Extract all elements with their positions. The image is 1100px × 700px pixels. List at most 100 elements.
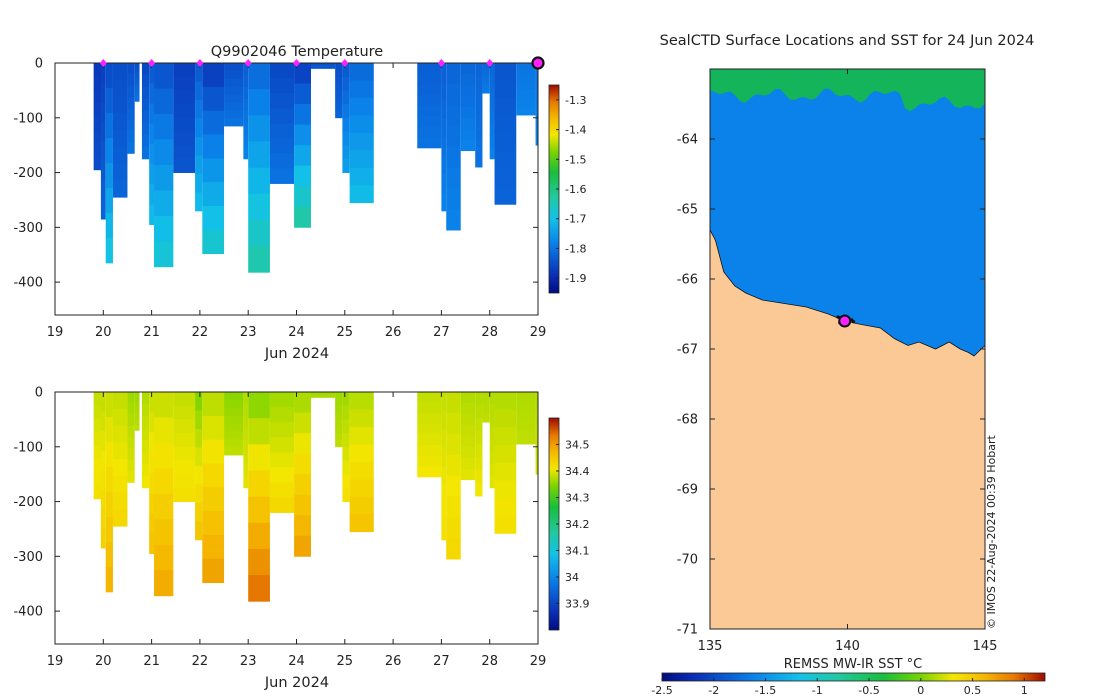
profile-cell bbox=[195, 521, 203, 541]
profile-cell bbox=[105, 137, 113, 164]
profile-cell bbox=[446, 104, 461, 127]
profile-cell bbox=[154, 164, 174, 191]
profile-cell bbox=[535, 463, 538, 475]
profile-cell bbox=[105, 162, 113, 189]
profile-cell bbox=[224, 431, 244, 440]
profile-cell bbox=[482, 63, 490, 68]
profile-cell bbox=[154, 63, 174, 89]
profile-cell bbox=[93, 129, 104, 144]
profile-cell bbox=[134, 420, 140, 426]
profile-cell bbox=[243, 110, 249, 124]
profile-cell bbox=[173, 158, 196, 173]
profile-cell bbox=[441, 484, 447, 504]
profile-cell bbox=[105, 237, 113, 264]
profile-cell bbox=[441, 392, 447, 411]
profile-marker bbox=[244, 59, 252, 67]
profile-cell bbox=[460, 84, 476, 97]
profile-cell bbox=[127, 130, 135, 143]
profile-cell bbox=[173, 63, 196, 78]
profile-cell bbox=[202, 182, 225, 207]
profile-cell bbox=[349, 115, 374, 134]
profile-cell bbox=[112, 180, 128, 198]
profile-cell bbox=[269, 153, 295, 169]
profile-cell bbox=[141, 86, 150, 100]
profile-cell bbox=[489, 122, 495, 136]
profile-cell bbox=[93, 116, 104, 131]
profile-column bbox=[269, 63, 295, 184]
profile-cell bbox=[294, 206, 311, 228]
profile-cell bbox=[482, 392, 490, 397]
y-tick-label: -200 bbox=[13, 166, 43, 181]
colorbar-tick-label: -1.6 bbox=[565, 183, 586, 196]
profile-cell bbox=[154, 417, 174, 444]
profile-cell bbox=[149, 493, 155, 514]
profile-cell bbox=[460, 392, 476, 404]
profile-cell bbox=[294, 186, 311, 208]
profile-cell bbox=[294, 535, 311, 557]
profile-cell bbox=[310, 65, 336, 67]
profile-cell bbox=[489, 403, 495, 417]
profile-cell bbox=[93, 63, 104, 77]
profile-cell bbox=[93, 458, 104, 473]
profile-cell bbox=[482, 395, 490, 400]
profile-cell bbox=[516, 89, 536, 96]
profile-cell bbox=[310, 67, 336, 69]
profile-cell bbox=[173, 487, 196, 502]
profile-cell bbox=[134, 396, 140, 402]
profile-cell bbox=[441, 502, 447, 522]
profile-cell bbox=[149, 472, 155, 494]
profile-cell bbox=[173, 433, 196, 448]
profile-cell bbox=[154, 215, 174, 242]
profile-cell bbox=[446, 188, 461, 210]
profile-cell bbox=[342, 104, 350, 119]
profile-cell bbox=[342, 76, 350, 91]
profile-cell bbox=[195, 502, 203, 522]
profile-marker bbox=[437, 59, 445, 67]
current-position-marker bbox=[531, 56, 545, 70]
profile-column bbox=[535, 392, 538, 475]
profile-cell bbox=[310, 394, 336, 396]
profile-cell bbox=[149, 204, 155, 226]
profile-column bbox=[482, 392, 490, 423]
x-tick-label: 29 bbox=[530, 325, 547, 340]
profile-column bbox=[154, 63, 174, 268]
profile-cell bbox=[248, 167, 270, 195]
profile-cell bbox=[349, 167, 374, 186]
profile-cell bbox=[294, 165, 311, 187]
profile-column bbox=[269, 392, 295, 513]
profile-column bbox=[112, 63, 128, 198]
profile-cell bbox=[195, 392, 203, 411]
profile-cell bbox=[294, 453, 311, 475]
profile-cell bbox=[202, 392, 225, 417]
x-tick-label: 19 bbox=[47, 654, 64, 669]
profile-cell bbox=[173, 104, 196, 119]
profile-column bbox=[173, 63, 196, 173]
profile-cell bbox=[100, 180, 106, 201]
profile-cell bbox=[417, 392, 442, 404]
profile-cell bbox=[173, 446, 196, 461]
profile-cell bbox=[335, 405, 343, 413]
profile-cell bbox=[100, 199, 106, 220]
sst-colorbar-tick-label: -0.5 bbox=[858, 684, 879, 697]
profile-cell bbox=[342, 158, 350, 173]
profile-cell bbox=[535, 104, 538, 115]
profile-cell bbox=[195, 136, 203, 156]
profile-cell bbox=[342, 131, 350, 146]
profile-column bbox=[100, 392, 106, 549]
profile-cell bbox=[482, 78, 490, 83]
profile-cell bbox=[269, 392, 295, 408]
profile-cell bbox=[93, 418, 104, 433]
profile-cell bbox=[134, 401, 140, 407]
map-x-tick-label: 145 bbox=[973, 639, 998, 654]
profile-cell bbox=[127, 414, 135, 427]
profile-cell bbox=[516, 424, 536, 432]
profile-column bbox=[195, 392, 203, 541]
profile-cell bbox=[105, 63, 113, 89]
profile-cell bbox=[243, 439, 249, 453]
profile-cell bbox=[494, 480, 517, 499]
profile-cell bbox=[243, 463, 249, 477]
profile-cell bbox=[535, 73, 538, 84]
profile-cell bbox=[173, 419, 196, 434]
profile-cell bbox=[494, 151, 517, 170]
profile-cell bbox=[112, 96, 128, 114]
